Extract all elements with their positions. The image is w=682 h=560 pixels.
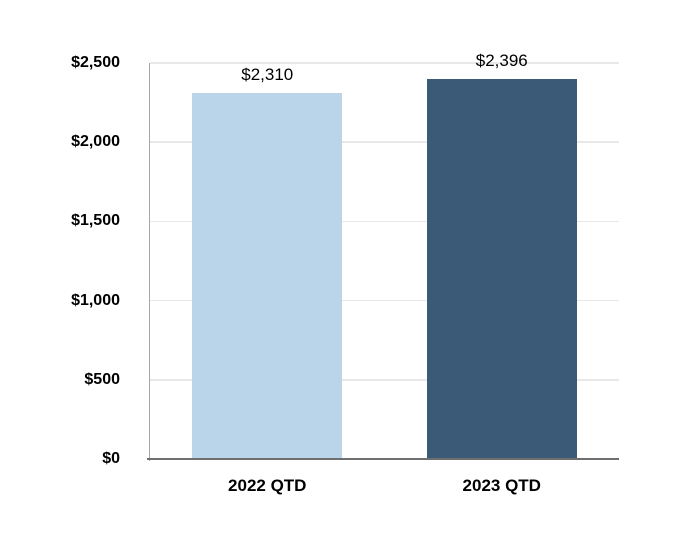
- gridline: [150, 62, 619, 64]
- bar: [192, 93, 343, 459]
- x-axis-tick-label: 2023 QTD: [462, 476, 541, 495]
- bar-value-label: $2,396: [475, 51, 528, 71]
- y-axis-tick-label: $2,500: [71, 54, 120, 71]
- bar-value-label: $2,310: [241, 65, 294, 85]
- y-axis-tick-label: $1,000: [71, 291, 120, 309]
- y-axis-tick-label: $500: [84, 370, 120, 388]
- y-axis-line: [148, 63, 150, 461]
- y-axis-tick-label: $0: [102, 450, 120, 467]
- x-axis-line: [147, 457, 619, 460]
- y-axis-tick-label: $1,500: [71, 212, 120, 230]
- plot-area: [147, 62, 619, 461]
- y-axis-tick-label: $2,000: [71, 133, 120, 151]
- gridline: [150, 220, 619, 223]
- gridline: [150, 379, 619, 381]
- gridline: [150, 141, 619, 143]
- gridline: [150, 299, 619, 302]
- bar: [426, 79, 577, 459]
- x-axis-tick-label: 2022 QTD: [228, 476, 307, 495]
